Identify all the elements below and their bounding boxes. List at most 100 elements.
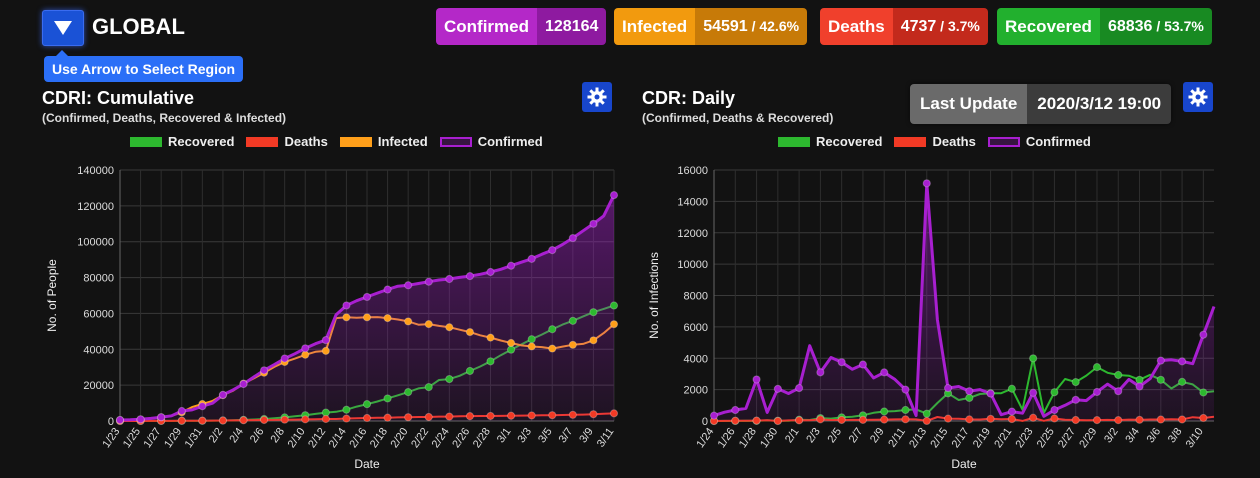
point-infected[interactable] xyxy=(321,346,330,356)
point-deaths[interactable] xyxy=(218,416,228,425)
point-confirmed[interactable] xyxy=(1199,330,1208,339)
point-infected[interactable] xyxy=(383,314,392,323)
point-confirmed[interactable] xyxy=(922,179,931,188)
point-recovered[interactable] xyxy=(383,394,392,403)
point-recovered[interactable] xyxy=(424,383,433,392)
point-deaths[interactable] xyxy=(731,416,740,425)
point-confirmed[interactable] xyxy=(506,261,516,270)
point-deaths[interactable] xyxy=(1007,414,1016,424)
point-confirmed[interactable] xyxy=(548,246,557,255)
point-deaths[interactable] xyxy=(1156,415,1165,424)
legend-recovered[interactable]: Recovered xyxy=(778,134,882,149)
legend-confirmed[interactable]: Confirmed xyxy=(439,134,543,149)
point-deaths[interactable] xyxy=(1029,413,1038,422)
point-recovered[interactable] xyxy=(901,405,910,415)
point-confirmed[interactable] xyxy=(177,406,186,416)
daily-settings-button[interactable] xyxy=(1183,82,1213,112)
point-deaths[interactable] xyxy=(773,416,782,426)
point-recovered[interactable] xyxy=(1007,384,1016,393)
point-confirmed[interactable] xyxy=(752,375,761,384)
point-deaths[interactable] xyxy=(568,410,577,419)
point-recovered[interactable] xyxy=(506,345,516,354)
point-deaths[interactable] xyxy=(837,415,846,425)
point-deaths[interactable] xyxy=(1050,414,1059,423)
point-infected[interactable] xyxy=(486,333,495,342)
point-confirmed[interactable] xyxy=(858,360,868,369)
point-deaths[interactable] xyxy=(239,416,248,425)
point-confirmed[interactable] xyxy=(527,254,536,263)
point-deaths[interactable] xyxy=(986,414,995,423)
point-deaths[interactable] xyxy=(301,415,310,424)
point-confirmed[interactable] xyxy=(795,383,804,393)
region-select-button[interactable] xyxy=(42,10,84,46)
point-recovered[interactable] xyxy=(486,357,495,366)
point-recovered[interactable] xyxy=(589,308,598,317)
point-recovered[interactable] xyxy=(1177,377,1187,386)
point-confirmed[interactable] xyxy=(880,368,889,377)
point-recovered[interactable] xyxy=(527,335,536,344)
point-deaths[interactable] xyxy=(816,415,825,424)
point-recovered[interactable] xyxy=(465,366,475,376)
point-confirmed[interactable] xyxy=(115,415,125,425)
point-deaths[interactable] xyxy=(465,412,475,421)
point-confirmed[interactable] xyxy=(1114,387,1123,396)
point-confirmed[interactable] xyxy=(486,267,495,277)
point-recovered[interactable] xyxy=(404,387,413,397)
point-deaths[interactable] xyxy=(321,414,330,424)
point-confirmed[interactable] xyxy=(1135,382,1144,391)
legend-infected[interactable]: Infected xyxy=(339,134,428,149)
point-deaths[interactable] xyxy=(177,416,186,425)
point-deaths[interactable] xyxy=(259,415,269,425)
point-confirmed[interactable] xyxy=(837,358,846,367)
point-infected[interactable] xyxy=(609,320,619,329)
point-deaths[interactable] xyxy=(486,411,495,421)
point-infected[interactable] xyxy=(548,344,557,353)
point-deaths[interactable] xyxy=(1135,415,1144,424)
point-confirmed[interactable] xyxy=(259,366,269,375)
point-confirmed[interactable] xyxy=(1156,356,1165,365)
point-infected[interactable] xyxy=(445,323,454,332)
point-infected[interactable] xyxy=(589,336,598,345)
point-deaths[interactable] xyxy=(445,412,454,421)
point-confirmed[interactable] xyxy=(1050,405,1059,415)
point-deaths[interactable] xyxy=(342,414,351,423)
point-recovered[interactable] xyxy=(568,316,577,325)
point-deaths[interactable] xyxy=(1114,416,1123,425)
point-recovered[interactable] xyxy=(1135,375,1144,384)
point-confirmed[interactable] xyxy=(280,354,289,363)
legend-recovered[interactable]: Recovered xyxy=(130,134,234,149)
point-infected[interactable] xyxy=(362,313,372,322)
point-confirmed[interactable] xyxy=(218,390,228,400)
point-infected[interactable] xyxy=(568,340,577,349)
point-deaths[interactable] xyxy=(880,415,889,424)
point-confirmed[interactable] xyxy=(816,368,825,377)
point-deaths[interactable] xyxy=(527,411,536,420)
point-confirmed[interactable] xyxy=(404,281,413,290)
point-confirmed[interactable] xyxy=(157,413,166,422)
point-confirmed[interactable] xyxy=(198,402,207,411)
point-confirmed[interactable] xyxy=(731,405,740,415)
point-confirmed[interactable] xyxy=(1092,387,1102,397)
point-deaths[interactable] xyxy=(1199,413,1208,423)
point-deaths[interactable] xyxy=(362,413,372,423)
point-infected[interactable] xyxy=(506,338,516,348)
point-confirmed[interactable] xyxy=(445,274,454,284)
point-deaths[interactable] xyxy=(280,415,289,424)
point-recovered[interactable] xyxy=(609,301,619,310)
point-recovered[interactable] xyxy=(362,400,372,409)
point-deaths[interactable] xyxy=(589,410,598,419)
legend-deaths[interactable]: Deaths xyxy=(246,134,328,149)
point-deaths[interactable] xyxy=(901,415,910,424)
legend-confirmed[interactable]: Confirmed xyxy=(987,134,1091,149)
point-confirmed[interactable] xyxy=(362,292,372,302)
point-confirmed[interactable] xyxy=(965,387,974,396)
point-deaths[interactable] xyxy=(548,411,557,420)
point-deaths[interactable] xyxy=(795,416,804,425)
point-recovered[interactable] xyxy=(1029,354,1038,363)
point-deaths[interactable] xyxy=(198,416,207,425)
point-confirmed[interactable] xyxy=(321,335,330,345)
point-confirmed[interactable] xyxy=(1007,407,1016,416)
point-confirmed[interactable] xyxy=(773,384,782,393)
point-confirmed[interactable] xyxy=(383,285,392,294)
point-confirmed[interactable] xyxy=(986,389,995,398)
